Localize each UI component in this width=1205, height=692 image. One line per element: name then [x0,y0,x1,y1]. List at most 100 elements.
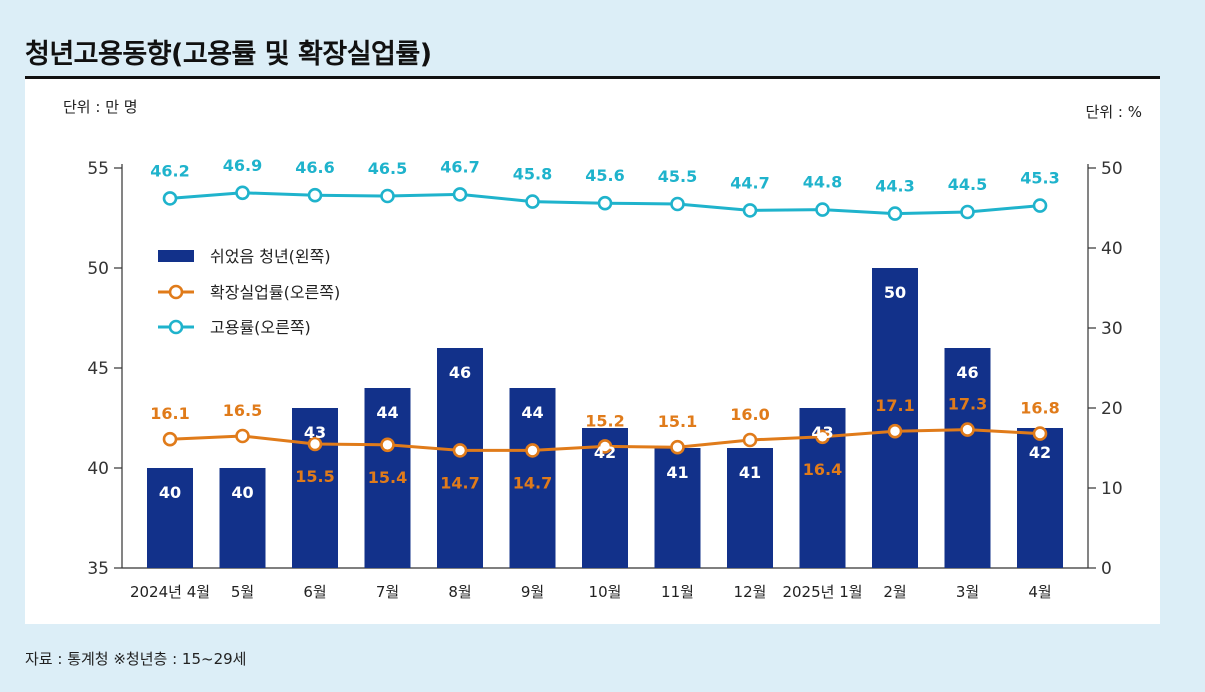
expanded-unemployment-label: 17.1 [875,396,914,415]
title-rule [25,76,1160,79]
expanded-unemployment-label: 16.5 [223,401,262,420]
bar-value-label: 41 [666,463,688,482]
x-tick-label: 2025년 1월 [782,583,862,601]
source-note: 자료 : 통계청 ※청년층 : 15~29세 [25,650,247,668]
employment-rate-point [597,195,613,211]
x-tick-label: 2월 [883,583,906,601]
left-tick-label: 50 [87,259,109,279]
employment-rate-label: 44.8 [803,173,842,192]
employment-rate-label: 46.6 [295,158,334,177]
employment-rate-point [162,191,178,206]
expanded-unemployment-point [887,423,903,439]
bar [944,348,991,568]
expanded-unemployment-point [162,431,178,447]
employment-rate-point [525,194,540,209]
employment-rate-point [380,188,395,204]
expanded-unemployment-label: 17.3 [948,395,987,414]
employment-rate-label: 45.6 [585,166,624,185]
x-tick-label: 6월 [303,583,326,601]
expanded-unemployment-label: 16.8 [1020,399,1059,418]
bar-value-label: 40 [159,483,181,502]
bar [364,388,411,568]
left-tick-label: 35 [87,559,109,579]
employment-rate-point [815,202,830,217]
bar [292,408,338,568]
expanded-unemployment-label: 16.1 [150,404,189,423]
bar-value-label: 42 [1029,443,1051,462]
employment-rate-point [887,206,903,221]
left-tick-label: 40 [87,459,109,479]
right-tick-label: 0 [1101,559,1112,579]
employment-rate-label: 45.3 [1020,169,1059,188]
bar [437,348,483,568]
employment-rate-point [1032,198,1048,213]
employment-rate-point [235,185,250,201]
employment-rate-label: 44.7 [730,173,769,192]
legend-marker-employment-rate [168,319,184,335]
expanded-unemployment-point [307,436,323,452]
right-tick-label: 10 [1101,479,1123,499]
left-unit-label: 단위 : 만 명 [63,98,138,116]
expanded-unemployment-label: 15.2 [585,411,624,430]
bar [147,468,193,568]
right-unit-label: 단위 : % [1086,103,1142,121]
bar [654,448,701,568]
expanded-unemployment-label: 14.7 [513,473,552,492]
x-tick-label: 7월 [376,583,399,601]
employment-rate-label: 46.2 [150,161,189,180]
x-tick-label: 12월 [734,583,767,601]
left-tick-label: 45 [87,359,109,379]
x-tick-label: 3월 [956,583,979,601]
left-tick-label: 55 [87,159,109,179]
employment-rate-label: 45.5 [658,167,697,186]
bar [727,448,773,568]
bar-value-label: 43 [304,423,326,442]
employment-rate-point [742,203,758,218]
employment-rate-label: 46.9 [223,156,262,175]
bar [509,388,556,568]
bar [1017,428,1063,568]
employment-rate-label: 44.3 [875,177,914,196]
bar-value-label: 44 [521,403,543,422]
expanded-unemployment-point [1032,426,1048,441]
employment-rate-label: 46.5 [368,159,407,178]
x-tick-label: 4월 [1028,583,1051,601]
expanded-unemployment-label: 15.5 [295,467,334,486]
right-tick-label: 30 [1101,319,1123,339]
bar-value-label: 44 [376,403,398,422]
x-tick-label: 2024년 4월 [130,583,210,601]
expanded-unemployment-label: 15.1 [658,412,697,431]
employment-rate-point [670,196,685,212]
expanded-unemployment-point [670,439,685,455]
expanded-unemployment-point [815,429,830,445]
right-tick-label: 40 [1101,239,1123,259]
bar [872,268,918,568]
expanded-unemployment-point [452,443,468,458]
expanded-unemployment-point [235,428,250,444]
expanded-unemployment-label: 16.4 [803,460,842,479]
expanded-unemployment-point [742,432,758,448]
legend-label-expanded-unemployment: 확장실업률(오른쪽) [210,283,340,302]
legend-marker-expanded-unemployment [168,284,184,300]
expanded-unemployment-point [960,422,975,437]
employment-rate-label: 44.5 [948,175,987,194]
employment-rate-label: 45.8 [513,165,552,184]
employment-rate-point [452,187,468,202]
legend-swatch-bar [158,250,194,262]
x-tick-label: 11월 [661,583,694,601]
right-tick-label: 20 [1101,399,1123,419]
expanded-unemployment-point [525,443,540,458]
expanded-unemployment-point [597,439,613,454]
x-tick-label: 5월 [231,583,254,601]
expanded-unemployment-label: 15.4 [368,468,407,487]
legend-label-bar: 쉬었음 청년(왼쪽) [210,247,331,266]
expanded-unemployment-point [380,437,395,453]
bar-value-label: 42 [594,443,616,462]
employment-rate-point [307,187,323,203]
bar-value-label: 46 [956,363,978,382]
x-tick-label: 8월 [448,583,471,601]
bar-value-label: 50 [884,283,906,302]
bar-value-label: 43 [811,423,833,442]
x-tick-label: 9월 [521,583,544,601]
bar-value-label: 41 [739,463,761,482]
